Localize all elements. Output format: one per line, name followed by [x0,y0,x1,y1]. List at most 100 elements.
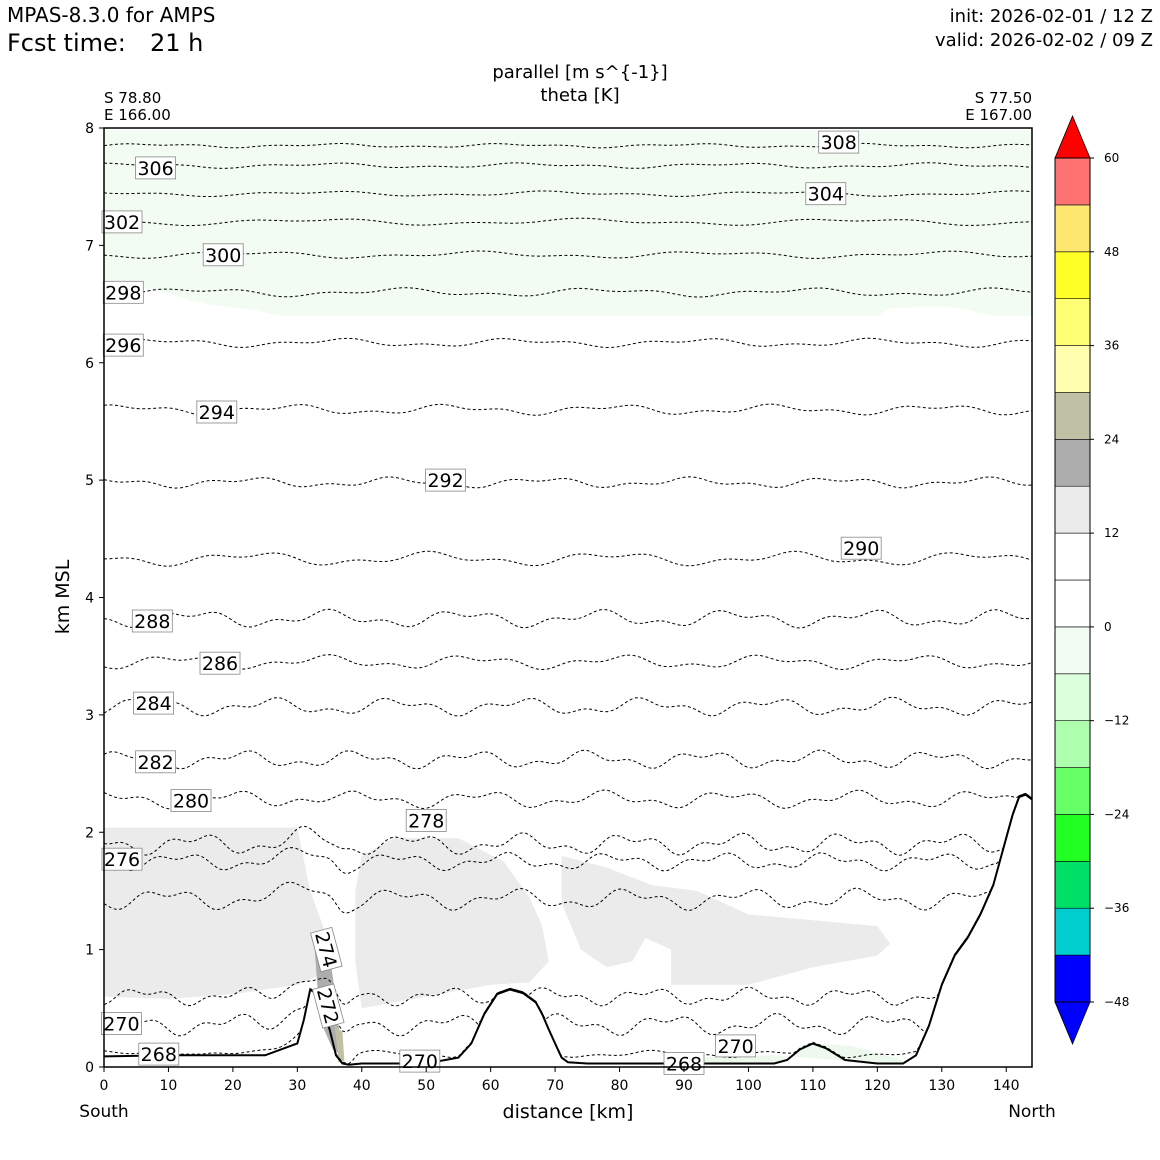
theta-label-text: 308 [821,132,857,154]
theta-label-box [135,156,177,180]
theta-contour-272 [103,792,1033,1007]
y-tick-label: 3 [85,708,94,724]
theta-label-box [101,847,143,871]
theta-label-text: 302 [104,212,140,234]
theta-contour-302 [103,217,1032,227]
theta-label-298: 298 [102,280,144,304]
north-end-label: North [1008,1102,1056,1122]
theta-label-304: 304 [805,182,847,206]
colorbar-bin [1054,438,1091,487]
colorbar-bin [1054,485,1091,534]
colorbar-bin [1054,860,1091,909]
y-tick-label: 1 [85,943,94,959]
chart-title-theta: theta [K] [540,85,619,106]
theta-contour-278 [103,792,1033,856]
colorbar-bin [1054,814,1091,862]
colorbar-label: 48 [1104,245,1119,259]
theta-label-text: 282 [137,752,173,774]
colorbar-bin [1054,907,1091,956]
theta-label-box [131,609,173,633]
theta-contour-290 [104,550,1033,567]
theta-label-302: 302 [101,210,143,234]
theta-contour-280 [103,789,1033,810]
x-tick-label: 0 [100,1078,109,1094]
start-lat-label: S 78.80 [104,89,161,107]
colorbar-bin [1054,579,1091,628]
theta-label-text: 306 [137,158,173,180]
y-tick-label: 0 [85,1060,94,1076]
x-tick-label: 60 [482,1078,500,1094]
theta-label-text: 300 [205,245,241,267]
theta-label-extra-3: 268 [663,1052,705,1076]
theta-label-308: 308 [818,130,860,154]
colorbar-bin [1054,626,1091,675]
x-tick-label: 90 [675,1078,693,1094]
x-tick-label: 120 [864,1078,891,1094]
theta-label-box [818,130,860,154]
theta-label-292: 292 [425,468,467,492]
theta-label-text: 286 [202,653,238,675]
theta-label-text: 294 [199,402,235,424]
colorbar-bin [1054,673,1091,721]
theta-label-box [199,651,241,675]
wind-shading-layer [104,130,1032,1065]
theta-label-extra-2: 270 [715,1034,756,1058]
shade-light-gray-2 [355,838,549,1009]
y-tick-label: 4 [85,591,94,607]
shade-light-gray-1 [104,827,330,999]
south-end-label: South [79,1102,128,1122]
colorbar-bin [1054,954,1091,1003]
theta-label-text: 298 [105,282,141,304]
colorbar-over-arrow [1054,114,1091,159]
colorbar-frame [1054,157,1091,1003]
theta-label-box [405,809,447,832]
colorbar-bin [1054,298,1091,346]
theta-label-296: 296 [102,333,144,357]
axes-layer: 0 10 20 30 40 50 60 70 80 90 100 110 120 130 140 0 1 2 3 4 5… [85,121,1020,1094]
theta-label-box [170,789,212,812]
colorbar: 60 48 36 24 12 0 −12 −24 −36 −48 [1054,114,1129,1046]
colorbar-bin [1054,767,1091,815]
theta-label-278: 278 [405,809,447,833]
x-tick-label: 140 [993,1078,1020,1094]
theta-label-text: 284 [135,693,171,715]
x-tick-label: 30 [288,1078,306,1094]
theta-label-270: 270 [101,1012,142,1036]
colorbar-label: 60 [1104,151,1119,165]
theta-label-280: 280 [170,789,212,813]
theta-label-box [311,983,345,1029]
theta-contour-306 [103,162,1033,169]
theta-label-text: 270 [402,1051,438,1073]
theta-label-text: 304 [808,184,844,206]
colorbar-label: −48 [1104,995,1129,1009]
shade-upper-light-green [104,130,1032,316]
theta-label-box [202,243,244,267]
y-tick-label: 8 [85,121,94,137]
x-tick-label: 40 [353,1078,371,1094]
x-tick-label: 130 [928,1078,955,1094]
theta-contour-298 [103,287,1033,298]
x-tick-label: 50 [417,1078,435,1094]
theta-label-text: 280 [173,791,209,813]
theta-contour-284 [103,696,1033,717]
theta-label-box [196,400,238,424]
theta-label-294: 294 [196,400,238,424]
theta-label-text: 290 [843,538,879,560]
colorbar-bin [1054,345,1091,393]
theta-label-box [805,182,847,206]
theta-label-text: 268 [141,1044,177,1066]
theta-label-box [133,691,175,715]
colorbar-label: −12 [1104,714,1129,728]
theta-label-306: 306 [135,156,177,180]
theta-label-box [135,750,177,774]
colorbar-bin [1054,204,1091,253]
y-axis-label: km MSL [52,559,74,634]
shade-light-gray-3 [561,855,891,985]
theta-contour-296 [103,337,1033,348]
theta-label-288: 288 [131,609,173,633]
theta-label-text: 296 [105,335,141,357]
theta-label-282: 282 [135,750,177,774]
theta-label-text: 268 [666,1054,702,1076]
colorbar-under-arrow [1054,1001,1091,1046]
end-lon-label: E 167.00 [965,106,1032,124]
